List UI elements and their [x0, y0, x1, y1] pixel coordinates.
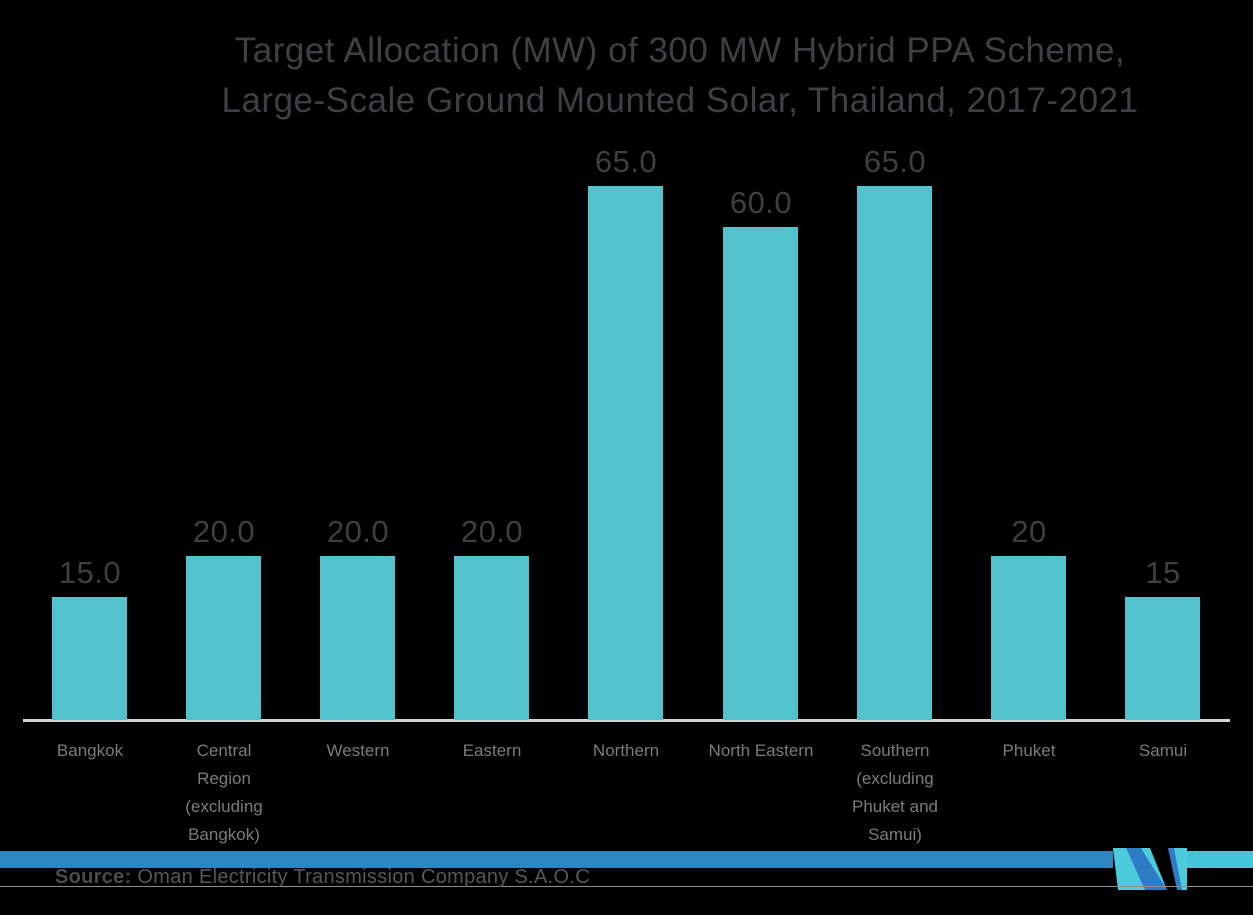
- bar: [454, 556, 529, 720]
- bar: [186, 556, 261, 720]
- x-axis-tick-label: Samui: [1138, 741, 1188, 760]
- x-axis-tick-label: Eastern: [462, 741, 522, 760]
- bar: [320, 556, 395, 720]
- bar-value-label: 20.0: [192, 514, 256, 549]
- bar-value-label: 20: [1011, 514, 1047, 549]
- source-note: Source: Oman Electricity Transmission Co…: [55, 866, 590, 889]
- bar-value-label: 65.0: [863, 144, 927, 179]
- bar: [991, 556, 1066, 720]
- banner-stripe-teal: [1187, 851, 1253, 868]
- brand-logo-right-blue-shape: [1168, 848, 1182, 890]
- bar: [1125, 597, 1200, 720]
- source-label: Source:: [55, 866, 132, 888]
- x-axis-tick-label: Southern (excluding Phuket and Samui): [851, 741, 938, 844]
- chart-title: Target Allocation (MW) of 300 MW Hybrid …: [107, 26, 1253, 126]
- bar-value-label: 15.0: [58, 555, 122, 590]
- x-axis-tick-label: Central Region (excluding Bangkok): [185, 741, 263, 844]
- bar-value-label: 15: [1145, 555, 1181, 590]
- footer-rule: [0, 886, 1253, 887]
- x-axis-tick-label: North Eastern: [708, 741, 814, 760]
- bar-value-label: 60.0: [729, 185, 793, 220]
- x-axis-tick-label: Western: [326, 741, 390, 760]
- x-axis-tick-label: Phuket: [1002, 741, 1056, 760]
- chart-title-line1: Target Allocation (MW) of 300 MW Hybrid …: [234, 31, 1126, 70]
- bar: [723, 227, 798, 720]
- bar-value-label: 20.0: [326, 514, 390, 549]
- x-axis-tick-label: Northern: [592, 741, 660, 760]
- source-text: Oman Electricity Transmission Company S.…: [131, 866, 590, 888]
- bar-value-label: 65.0: [594, 144, 658, 179]
- x-axis-tick-label: Bangkok: [56, 741, 124, 760]
- bar-value-label: 20.0: [460, 514, 524, 549]
- bar: [588, 186, 663, 720]
- bar: [52, 597, 127, 720]
- banner-stripe-blue: [0, 851, 1113, 868]
- x-axis-line: [23, 719, 1230, 722]
- brand-logo-icon: [1113, 848, 1187, 890]
- chart-title-line2: Large-Scale Ground Mounted Solar, Thaila…: [221, 81, 1139, 120]
- brand-logo-left-blue-shape: [1126, 848, 1167, 890]
- bar: [857, 186, 932, 720]
